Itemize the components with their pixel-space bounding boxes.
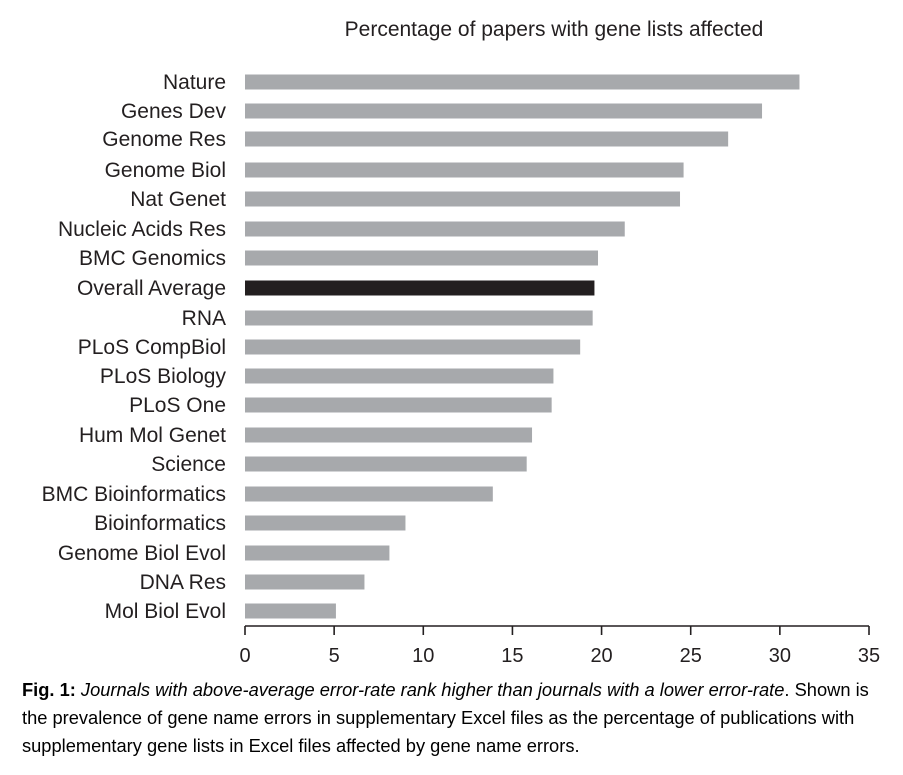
category-label: Science <box>151 453 226 476</box>
x-tick-label: 30 <box>769 645 791 667</box>
x-tick-label: 20 <box>590 645 612 667</box>
bar-genome-res <box>245 131 729 147</box>
bar-plos-biology <box>245 368 554 384</box>
bar-bmc-bioinformatics <box>245 486 493 502</box>
bar-science <box>245 456 527 472</box>
bar-nat-genet <box>245 191 681 207</box>
caption-label: Fig. 1: <box>22 679 76 700</box>
category-label: Nat Genet <box>130 188 226 211</box>
category-label: Genes Dev <box>121 100 227 123</box>
category-label: Genome Biol Evol <box>58 542 226 565</box>
x-axis: 0 5 10 15 20 25 30 35 <box>239 625 880 667</box>
category-labels: Nature Genes Dev Genome Res Genome Biol Nat … <box>42 71 227 623</box>
bar-nucleic-acids-res <box>245 221 625 237</box>
bar-genome-biol <box>245 162 684 178</box>
category-label: RNA <box>182 307 226 330</box>
bar-bmc-genomics <box>245 250 599 266</box>
category-label: Nature <box>163 71 226 94</box>
bar-hum-mol-genet <box>245 427 533 443</box>
bar-dna-res <box>245 574 365 590</box>
x-tick-label: 5 <box>329 645 340 667</box>
caption-title: Journals with above-average error-rate r… <box>80 679 785 700</box>
category-label: Genome Biol <box>105 159 226 182</box>
category-label: Bioinformatics <box>94 512 226 535</box>
category-label: DNA Res <box>140 571 226 594</box>
category-label: PLoS Biology <box>100 365 227 388</box>
x-tick-label: 25 <box>680 645 702 667</box>
bar-nature <box>245 74 800 90</box>
category-label: Genome Res <box>102 128 226 151</box>
category-label: Nucleic Acids Res <box>58 218 226 241</box>
bar-genes-dev <box>245 103 763 119</box>
category-label: Hum Mol Genet <box>79 424 226 447</box>
x-tick-label: 0 <box>239 645 250 667</box>
bars-layer <box>245 74 800 619</box>
figure-caption: Fig. 1: Journals with above-average erro… <box>22 676 892 760</box>
bar-mol-biol-evol <box>245 603 336 619</box>
bar-rna <box>245 310 593 326</box>
caption-body: Shown is the prevalence of gene name err… <box>22 679 869 756</box>
bar-genome-biol-evol <box>245 545 390 561</box>
category-label: PLoS One <box>129 394 226 417</box>
x-tick-label: 15 <box>501 645 523 667</box>
x-tick-label: 10 <box>412 645 434 667</box>
caption-title-end: . <box>784 679 790 700</box>
bar-plos-compbiol <box>245 339 581 355</box>
category-label: Overall Average <box>77 277 226 300</box>
category-label: Mol Biol Evol <box>105 600 226 623</box>
bar-plos-one <box>245 397 552 413</box>
bar-overall-average <box>245 280 595 296</box>
x-tick-label: 35 <box>858 645 880 667</box>
bar-chart: Percentage of papers with gene lists aff… <box>42 18 881 667</box>
category-label: BMC Bioinformatics <box>42 483 226 506</box>
category-label: PLoS CompBiol <box>78 336 226 359</box>
bar-bioinformatics <box>245 515 406 531</box>
category-label: BMC Genomics <box>79 247 226 270</box>
chart-title: Percentage of papers with gene lists aff… <box>345 18 764 41</box>
